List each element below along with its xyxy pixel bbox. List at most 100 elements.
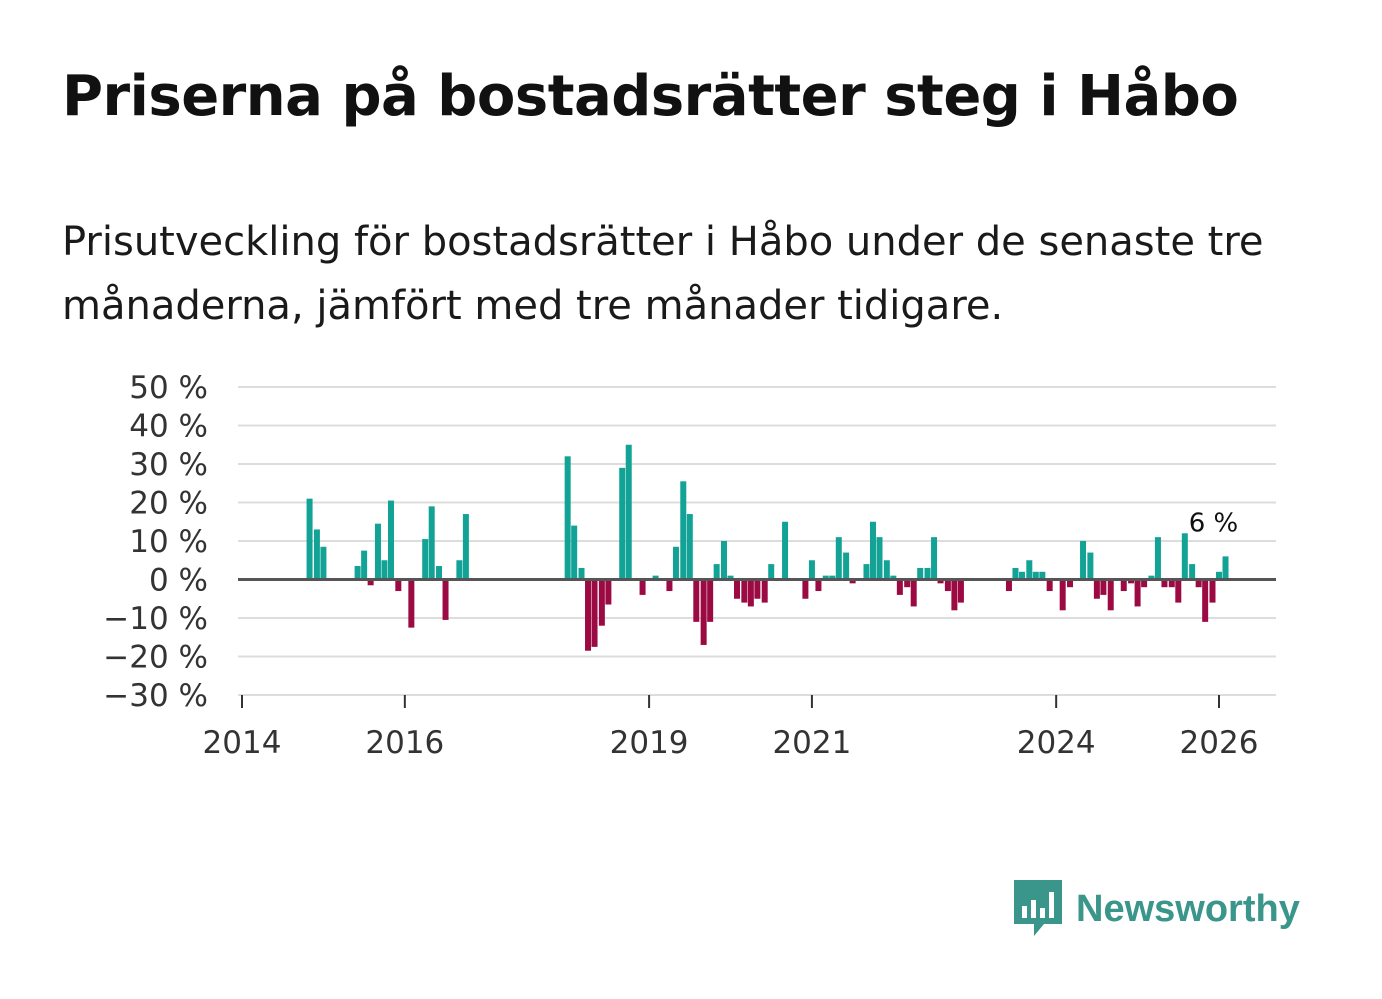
bar [619, 467, 626, 580]
bar [1107, 579, 1114, 611]
y-tick-label: −30 % [103, 678, 208, 714]
bar [869, 521, 876, 580]
bar [843, 552, 850, 580]
bar [578, 567, 585, 580]
bar [700, 579, 707, 645]
bar [944, 579, 951, 592]
bar [672, 546, 679, 580]
bar [747, 579, 754, 607]
bar [1148, 575, 1155, 580]
bar [822, 575, 829, 580]
y-tick-label: −20 % [103, 640, 208, 676]
bar [456, 560, 463, 580]
bar [354, 566, 361, 580]
bar [741, 579, 748, 603]
bar [727, 575, 734, 580]
bar [829, 575, 836, 580]
x-tick-label: 2024 [1017, 725, 1096, 761]
bar [381, 560, 388, 580]
bar [387, 500, 394, 580]
bar [591, 579, 598, 647]
bar [1018, 571, 1025, 580]
brand-name: Newsworthy [1076, 887, 1300, 930]
bar [625, 444, 632, 580]
bar [652, 575, 659, 580]
grid-lines [238, 386, 1276, 696]
bar [1181, 533, 1188, 580]
bar [442, 579, 449, 620]
bar [564, 456, 571, 580]
bar [680, 481, 687, 580]
bar [754, 579, 761, 599]
bar [883, 560, 890, 580]
bar [896, 579, 903, 595]
bar [815, 579, 822, 592]
bar [686, 514, 693, 580]
bar [1005, 579, 1012, 592]
bar [395, 579, 402, 592]
bar [1161, 579, 1168, 588]
bar [1202, 579, 1209, 622]
bar [1087, 552, 1094, 580]
bar [1175, 579, 1182, 603]
bar [367, 579, 374, 586]
y-tick-label: 20 % [129, 486, 208, 522]
bar [957, 579, 964, 603]
bar [1216, 571, 1223, 580]
bar [320, 546, 327, 580]
bar [937, 579, 944, 584]
bar [313, 529, 320, 580]
page-title: Priserna på bostadsrätter steg i Håbo [62, 64, 1239, 129]
bar [1039, 571, 1046, 580]
bar [428, 506, 435, 580]
x-tick-label: 2019 [610, 725, 689, 761]
bar [1209, 579, 1216, 603]
bar [598, 579, 605, 626]
bar [585, 579, 592, 651]
bar [639, 579, 646, 595]
bar [436, 566, 443, 580]
bar [910, 579, 917, 607]
bar [720, 541, 727, 580]
x-axis: 2014 2016 2019 2021 2024 2026 [203, 695, 1259, 761]
bar [1026, 560, 1033, 580]
bar [1154, 537, 1161, 580]
bar [924, 567, 931, 580]
bar [361, 550, 368, 580]
bar [1059, 579, 1066, 611]
y-tick-label: 50 % [129, 370, 208, 406]
bar [802, 579, 809, 599]
bar [571, 525, 578, 580]
bar [951, 579, 958, 611]
bar [917, 567, 924, 580]
bar [863, 564, 870, 580]
annotation-label: 6 % [1189, 508, 1239, 538]
bar [605, 579, 612, 605]
bar [1100, 579, 1107, 595]
bar-series [306, 444, 1229, 651]
bar [462, 514, 469, 580]
bar [1128, 579, 1135, 584]
bar [1195, 579, 1202, 588]
x-tick-label: 2021 [772, 725, 851, 761]
bar [693, 579, 700, 622]
bar [1080, 541, 1087, 580]
bar [808, 560, 815, 580]
bar [1189, 564, 1196, 580]
bar [713, 564, 720, 580]
x-tick-label: 2014 [203, 725, 282, 761]
x-tick-label: 2026 [1180, 725, 1259, 761]
bar [1093, 579, 1100, 599]
bar [306, 498, 313, 580]
y-axis: 50 %40 %30 %20 %10 %0 %−10 %−20 %−30 % [103, 370, 208, 714]
annotation-group: 6 % [1189, 508, 1239, 538]
bar [1141, 579, 1148, 588]
bar [1067, 579, 1074, 588]
bar [761, 579, 768, 603]
newsworthy-logo-icon [1014, 880, 1062, 936]
bar [1134, 579, 1141, 607]
y-tick-label: 30 % [129, 447, 208, 483]
y-tick-label: 40 % [129, 409, 208, 445]
bar [1168, 579, 1175, 588]
